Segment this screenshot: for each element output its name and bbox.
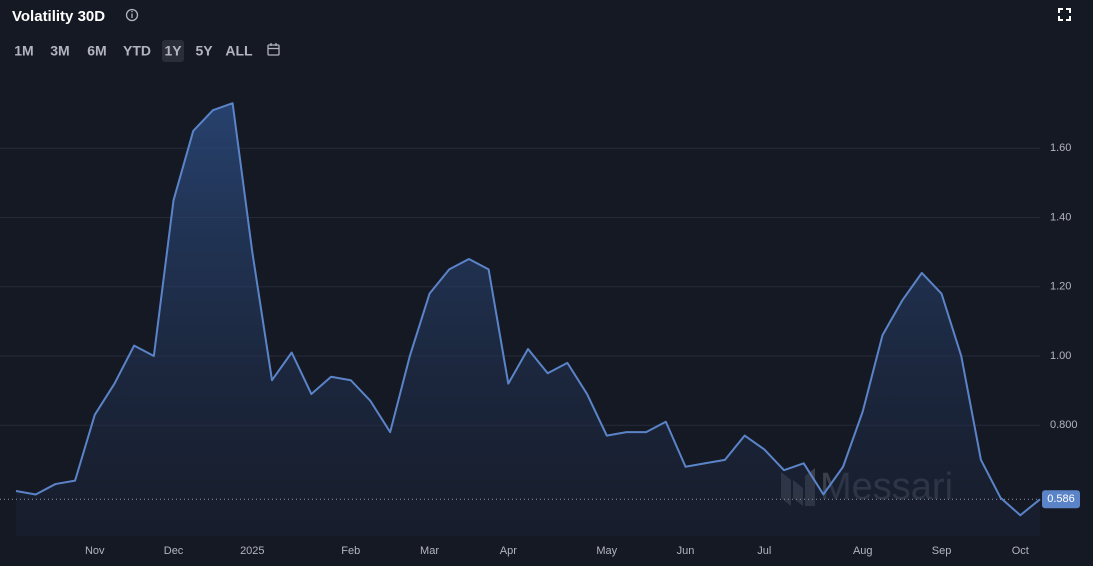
calendar-icon[interactable] (267, 43, 280, 56)
x-tick-label: May (596, 545, 617, 557)
x-tick-label: Jul (757, 545, 771, 557)
info-icon[interactable] (125, 8, 139, 22)
range-button[interactable]: 1M (14, 43, 33, 59)
range-button-bg[interactable] (162, 40, 184, 62)
plot: 0.8001.001.201.401.60Messari0.586NovDec2… (0, 102, 1080, 557)
x-tick-label: 2025 (240, 545, 264, 557)
x-tick-label: Mar (420, 545, 439, 557)
y-tick-label: 1.60 (1050, 142, 1071, 154)
last-value-label: 0.586 (1047, 493, 1075, 505)
y-tick-label: 0.800 (1050, 419, 1078, 431)
x-tick-label: Aug (853, 545, 873, 557)
range-button[interactable]: 6M (87, 43, 106, 59)
line (15, 102, 1041, 517)
x-tick-label: Apr (500, 545, 517, 557)
range-button[interactable]: 3M (50, 43, 69, 59)
chart-title: Volatility 30D (12, 8, 105, 25)
range-button[interactable]: 5Y (195, 43, 213, 59)
range-button[interactable]: 1Y (164, 43, 182, 59)
y-tick-label: 1.40 (1050, 211, 1071, 223)
y-tick-label: 1.20 (1050, 281, 1071, 293)
range-buttons: 1M 3M 6M YTD 1Y 5Y ALL (14, 40, 253, 62)
last-value-badge (1042, 490, 1080, 509)
x-tick-label: Jun (677, 545, 695, 557)
x-tick-label: Oct (1012, 545, 1029, 557)
fullscreen-icon[interactable] (1058, 8, 1071, 21)
x-tick-label: Dec (164, 545, 184, 557)
range-button[interactable]: ALL (225, 43, 253, 59)
y-tick-label: 1.00 (1050, 350, 1071, 362)
x-tick-label: Nov (85, 545, 105, 557)
area (16, 103, 1040, 536)
x-tick-label: Feb (341, 545, 360, 557)
range-button[interactable]: YTD (123, 43, 151, 59)
x-tick-label: Sep (932, 545, 952, 557)
